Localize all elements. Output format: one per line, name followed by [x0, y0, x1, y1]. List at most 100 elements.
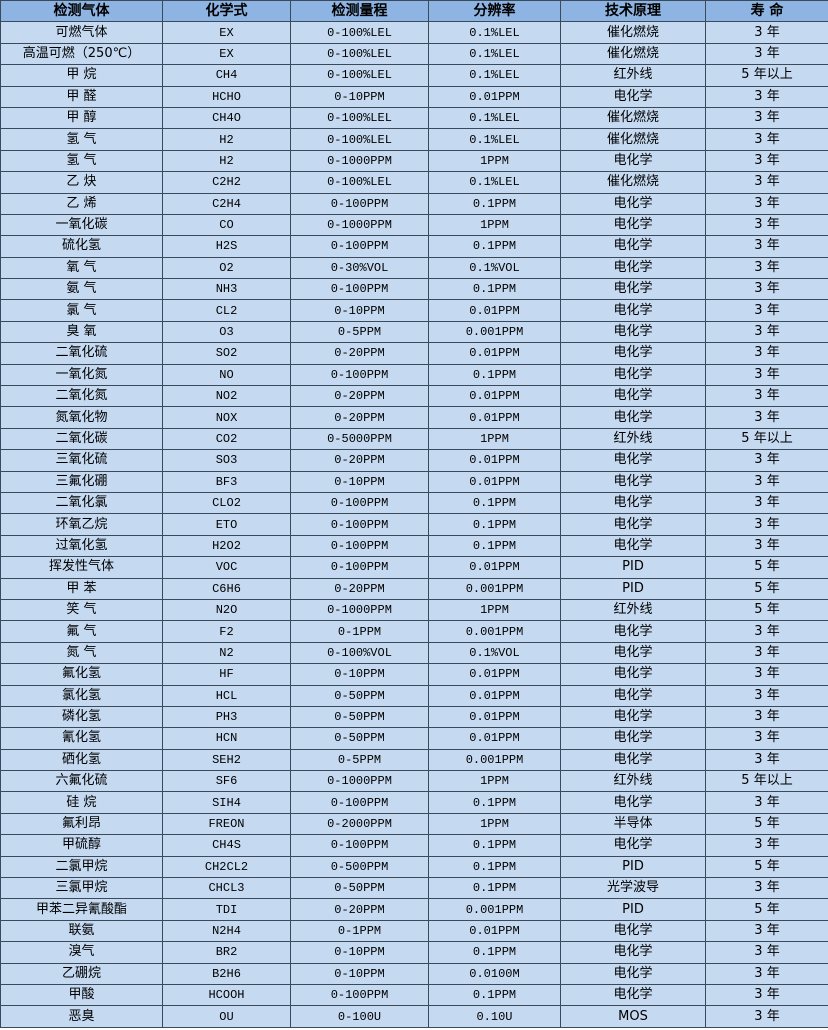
- cell-formula: EX: [162, 21, 291, 44]
- cell-lifespan: 5 年: [705, 556, 828, 579]
- cell-lifespan: 3 年: [705, 385, 828, 408]
- cell-range: 0-30%VOL: [290, 256, 429, 280]
- cell-formula: HCL: [162, 684, 291, 707]
- cell-gas-name: 二氧化氯: [0, 491, 163, 515]
- table-row: 笑 气 N2O 0-1000PPM 1PPM 红外线 5 年: [0, 598, 828, 622]
- cell-range: 0-1000PPM: [290, 149, 429, 173]
- cell-resolution: 0.01PPM: [428, 663, 561, 686]
- cell-formula: CH4: [162, 64, 291, 87]
- cell-principle: 电化学: [560, 363, 706, 387]
- cell-principle: 电化学: [560, 278, 706, 301]
- cell-lifespan: 3 年: [705, 748, 828, 772]
- cell-resolution: 0.1%LEL: [428, 42, 561, 66]
- cell-formula: C2H4: [162, 192, 291, 215]
- cell-resolution: 0.1PPM: [428, 491, 561, 515]
- cell-principle: 电化学: [560, 85, 706, 108]
- table-row: 氟化氢 HF 0-10PPM 0.01PPM 电化学 3 年: [0, 663, 828, 686]
- cell-lifespan: 3 年: [705, 128, 828, 151]
- cell-range: 0-1PPM: [290, 620, 429, 643]
- cell-principle: 电化学: [560, 705, 706, 729]
- cell-resolution: 0.1PPM: [428, 235, 561, 258]
- cell-resolution: 0.1PPM: [428, 877, 561, 900]
- cell-formula: SO3: [162, 449, 291, 472]
- cell-formula: NO2: [162, 385, 291, 408]
- cell-principle: 催化燃烧: [560, 42, 706, 66]
- cell-gas-name: 甲 醛: [0, 85, 163, 108]
- cell-lifespan: 5 年: [705, 577, 828, 600]
- cell-gas-name: 氯 气: [0, 299, 163, 322]
- cell-principle: PID: [560, 898, 706, 921]
- cell-range: 0-5PPM: [290, 748, 429, 772]
- cell-formula: TDI: [162, 898, 291, 921]
- cell-resolution: 0.1PPM: [428, 834, 561, 857]
- cell-range: 0-1000PPM: [290, 598, 429, 622]
- column-header-lifespan: 寿 命: [705, 0, 828, 23]
- cell-gas-name: 甲酸: [0, 983, 163, 1007]
- cell-resolution: 0.001PPM: [428, 620, 561, 643]
- column-header-range: 检测量程: [290, 0, 429, 23]
- cell-lifespan: 3 年: [705, 834, 828, 857]
- cell-resolution: 0.1PPM: [428, 513, 561, 536]
- cell-gas-name: 臭 氧: [0, 320, 163, 344]
- cell-principle: 红外线: [560, 427, 706, 451]
- cell-formula: CL2: [162, 299, 291, 322]
- cell-resolution: 0.01PPM: [428, 727, 561, 750]
- cell-lifespan: 5 年以上: [705, 64, 828, 87]
- table-row: 联氨 N2H4 0-1PPM 0.01PPM 电化学 3 年: [0, 919, 828, 943]
- cell-principle: 电化学: [560, 684, 706, 707]
- cell-range: 0-1000PPM: [290, 770, 429, 793]
- cell-lifespan: 3 年: [705, 256, 828, 280]
- cell-range: 0-100PPM: [290, 278, 429, 301]
- table-header-row: 检测气体 化学式 检测量程 分辨率 技术原理寿 命: [0, 0, 828, 23]
- cell-resolution: 0.1%LEL: [428, 64, 561, 87]
- cell-lifespan: 3 年: [705, 278, 828, 301]
- cell-gas-name: 氨 气: [0, 278, 163, 301]
- cell-principle: MOS: [560, 1005, 706, 1028]
- column-header-gas-name: 检测气体: [0, 0, 163, 23]
- cell-formula: BF3: [162, 470, 291, 493]
- cell-resolution: 0.01PPM: [428, 684, 561, 707]
- cell-gas-name: 高温可燃（250℃）: [0, 42, 163, 66]
- cell-gas-name: 二氯甲烷: [0, 855, 163, 879]
- cell-gas-name: 笑 气: [0, 598, 163, 622]
- cell-principle: 电化学: [560, 663, 706, 686]
- cell-formula: O3: [162, 320, 291, 344]
- cell-principle: 电化学: [560, 727, 706, 750]
- table-row: 二氯甲烷 CH2CL2 0-500PPM 0.1PPM PID 5 年: [0, 855, 828, 879]
- cell-range: 0-1PPM: [290, 919, 429, 943]
- table-row: 恶臭 OU 0-100U 0.10U MOS 3 年: [0, 1005, 828, 1028]
- table-row: 氰化氢 HCN 0-50PPM 0.01PPM 电化学 3 年: [0, 727, 828, 750]
- table-row: 二氧化氮 NO2 0-20PPM 0.01PPM 电化学 3 年: [0, 385, 828, 408]
- cell-principle: 电化学: [560, 534, 706, 558]
- cell-range: 0-100PPM: [290, 192, 429, 215]
- column-header-formula: 化学式: [162, 0, 291, 23]
- cell-lifespan: 3 年: [705, 962, 828, 985]
- cell-formula: H2: [162, 149, 291, 173]
- cell-resolution: 0.01PPM: [428, 705, 561, 729]
- column-header-resolution: 分辨率: [428, 0, 561, 23]
- cell-lifespan: 3 年: [705, 449, 828, 472]
- cell-formula: N2O: [162, 598, 291, 622]
- cell-lifespan: 3 年: [705, 470, 828, 493]
- cell-formula: C6H6: [162, 577, 291, 600]
- cell-lifespan: 3 年: [705, 983, 828, 1007]
- cell-range: 0-20PPM: [290, 342, 429, 365]
- cell-lifespan: 3 年: [705, 42, 828, 66]
- cell-gas-name: 二氧化碳: [0, 427, 163, 451]
- cell-gas-name: 氮 气: [0, 641, 163, 665]
- cell-lifespan: 3 年: [705, 171, 828, 194]
- cell-lifespan: 5 年: [705, 898, 828, 921]
- cell-principle: PID: [560, 556, 706, 579]
- cell-range: 0-20PPM: [290, 385, 429, 408]
- cell-range: 0-10PPM: [290, 962, 429, 985]
- cell-resolution: 0.1PPM: [428, 941, 561, 964]
- cell-resolution: 1PPM: [428, 598, 561, 622]
- table-row: 高温可燃（250℃） EX 0-100%LEL 0.1%LEL 催化燃烧 3 年: [0, 42, 828, 66]
- table-row: 乙 炔 C2H2 0-100%LEL 0.1%LEL 催化燃烧 3 年: [0, 171, 828, 194]
- cell-principle: PID: [560, 577, 706, 600]
- cell-resolution: 0.001PPM: [428, 898, 561, 921]
- cell-gas-name: 氢 气: [0, 149, 163, 173]
- cell-formula: NH3: [162, 278, 291, 301]
- cell-lifespan: 5 年: [705, 855, 828, 879]
- cell-resolution: 0.1%VOL: [428, 256, 561, 280]
